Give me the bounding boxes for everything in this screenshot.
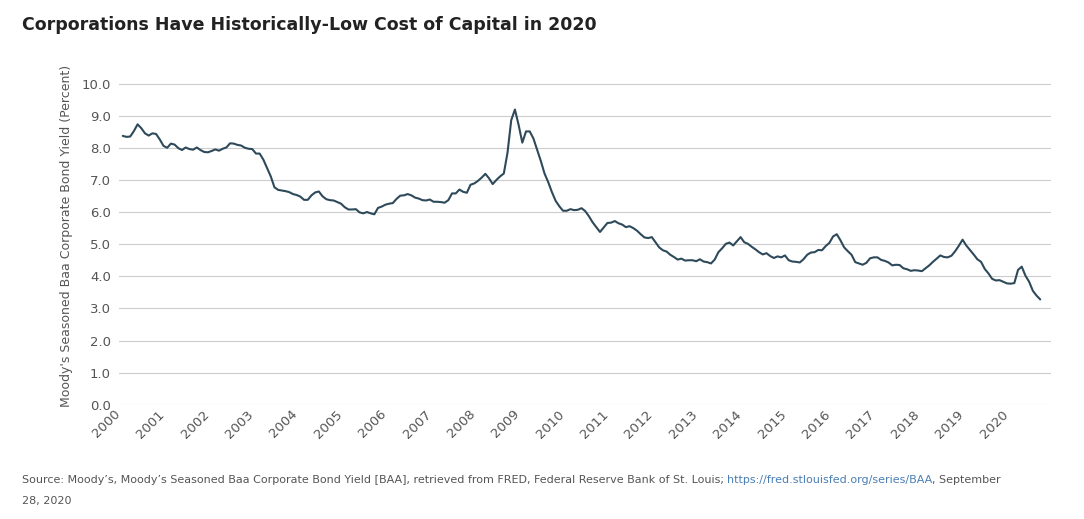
Text: 28, 2020: 28, 2020 (22, 496, 72, 506)
Y-axis label: Moody's Seasoned Baa Corporate Bond Yield (Percent): Moody's Seasoned Baa Corporate Bond Yiel… (61, 65, 74, 407)
Text: , September: , September (932, 475, 1001, 485)
Text: Corporations Have Historically-Low Cost of Capital in 2020: Corporations Have Historically-Low Cost … (22, 16, 596, 34)
Text: Source: Moody’s, Moody’s Seasoned Baa Corporate Bond Yield [BAA], retrieved from: Source: Moody’s, Moody’s Seasoned Baa Co… (22, 475, 727, 485)
Text: https://fred.stlouisfed.org/series/BAA: https://fred.stlouisfed.org/series/BAA (727, 475, 932, 485)
